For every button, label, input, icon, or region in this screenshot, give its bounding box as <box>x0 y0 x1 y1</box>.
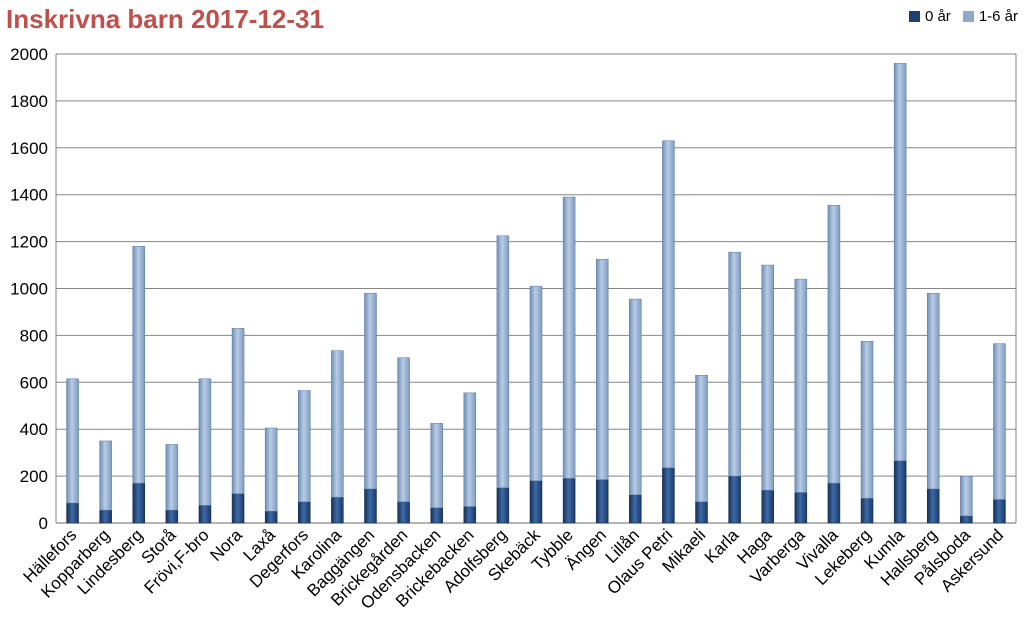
x-axis-ticks: HälleforsKopparbergLindesbergStoråFrövi,… <box>20 525 1008 613</box>
bar-0-ar-lindesberg <box>132 482 146 524</box>
legend-swatch-0-ar <box>908 11 920 22</box>
y-tick-label: 200 <box>20 467 48 486</box>
bar-0-ar-hallefors <box>66 502 79 524</box>
bar-0-ar-olaus-petri <box>662 467 675 524</box>
bar-1-6-ar-olaus-petri <box>662 140 675 469</box>
bar-0-ar-palsboda <box>960 515 973 524</box>
bar-1-6-ar-lindesberg <box>132 246 146 484</box>
bar-0-ar-karolina <box>331 496 344 524</box>
bar-0-ar-kumla <box>893 460 907 524</box>
bar-1-6-ar-kumla <box>893 63 907 462</box>
bar-1-6-ar-nora <box>231 328 245 494</box>
bar-1-6-ar-karla <box>728 251 741 477</box>
bar-0-ar-brickegarden <box>397 501 410 524</box>
y-tick-label: 0 <box>39 514 48 533</box>
bar-0-ar-askersund <box>993 499 1006 524</box>
y-tick-label: 1200 <box>10 233 48 252</box>
bar-1-6-ar-haga <box>761 264 774 491</box>
bar-1-6-ar-brickebacken <box>463 392 477 507</box>
bar-0-ar-laxa <box>264 511 278 524</box>
bar-0-ar-karla <box>728 475 741 524</box>
y-tick-label: 2000 <box>10 45 48 64</box>
y-tick-label: 600 <box>20 373 48 392</box>
bar-1-6-ar-baggangen <box>364 292 377 490</box>
bar-1-6-ar-kopparberg <box>99 440 112 511</box>
bar-0-ar-haga <box>761 489 774 524</box>
bar-0-ar-skeback <box>529 480 543 524</box>
bar-1-6-ar-skeback <box>529 285 543 482</box>
x-tick-label-nora: Nora <box>206 525 246 565</box>
bar-1-6-ar-mikaeli <box>695 375 708 503</box>
bar-0-ar-adolfsberg <box>496 487 510 524</box>
bar-1-6-ar-frovi-f-bro <box>198 378 212 506</box>
bar-1-6-ar-palsboda <box>960 475 973 517</box>
bar-1-6-ar-varberga <box>794 278 808 493</box>
bar-0-ar-mikaeli <box>695 501 708 524</box>
bar-1-6-ar-lillan <box>629 298 642 496</box>
bar-0-ar-odensbacken <box>430 507 443 524</box>
bar-0-ar-degerfors <box>298 501 311 524</box>
bar-1-6-ar-brickegarden <box>397 357 410 503</box>
bar-1-6-ar-hallefors <box>66 378 79 504</box>
bar-1-6-ar-laxa <box>264 427 278 512</box>
bar-0-ar-baggangen <box>364 488 377 524</box>
bar-0-ar-lekeberg <box>860 498 874 524</box>
y-tick-label: 1600 <box>10 139 48 158</box>
y-tick-label: 1000 <box>10 280 48 299</box>
bar-1-6-ar-hallsberg <box>926 292 940 490</box>
bar-0-ar-lillan <box>629 494 642 524</box>
bar-0-ar-stora <box>165 509 179 524</box>
bar-0-ar-brickebacken <box>463 506 477 524</box>
legend-swatch-1-6-ar <box>962 11 974 22</box>
y-tick-label: 400 <box>20 420 48 439</box>
y-tick-label: 800 <box>20 326 48 345</box>
bar-1-6-ar-adolfsberg <box>496 235 510 489</box>
bar-0-ar-nora <box>231 493 245 524</box>
bar-1-6-ar-stora <box>165 444 179 511</box>
bar-1-6-ar-odensbacken <box>430 423 443 509</box>
bar-0-ar-tybble <box>562 478 576 524</box>
bar-1-6-ar-askersund <box>993 343 1006 500</box>
bar-1-6-ar-vivalla <box>827 205 841 484</box>
bar-0-ar-vivalla <box>827 482 841 524</box>
bars <box>66 63 1006 524</box>
legend-label-0-ar: 0 år <box>924 8 951 25</box>
bar-1-6-ar-lekeberg <box>860 341 874 499</box>
chart-title: Inskrivna barn 2017-12-31 <box>6 4 324 34</box>
bar-1-6-ar-karolina <box>331 350 344 498</box>
y-tick-label: 1400 <box>10 186 48 205</box>
x-tick-label-karla: Karla <box>701 525 743 567</box>
y-tick-label: 1800 <box>10 92 48 111</box>
legend-label-1-6-ar: 1-6 år <box>978 8 1018 25</box>
bar-0-ar-hallsberg <box>926 488 940 524</box>
bar-1-6-ar-degerfors <box>298 390 311 503</box>
bar-0-ar-kopparberg <box>99 509 112 524</box>
bar-0-ar-frovi-f-bro <box>198 505 212 524</box>
y-axis-ticks: 0 200 400 600 800 1000 1200 1400 1600 1800 2000 <box>10 45 48 533</box>
bar-1-6-ar-angen <box>595 258 609 480</box>
bar-1-6-ar-tybble <box>562 196 576 479</box>
legend-item-0-ar: 0 år <box>908 8 951 25</box>
bar-0-ar-angen <box>595 479 609 524</box>
legend-item-1-6-ar: 1-6 år <box>962 8 1018 25</box>
legend: 0 år 1-6 år <box>908 8 1018 25</box>
bar-0-ar-varberga <box>794 492 808 524</box>
